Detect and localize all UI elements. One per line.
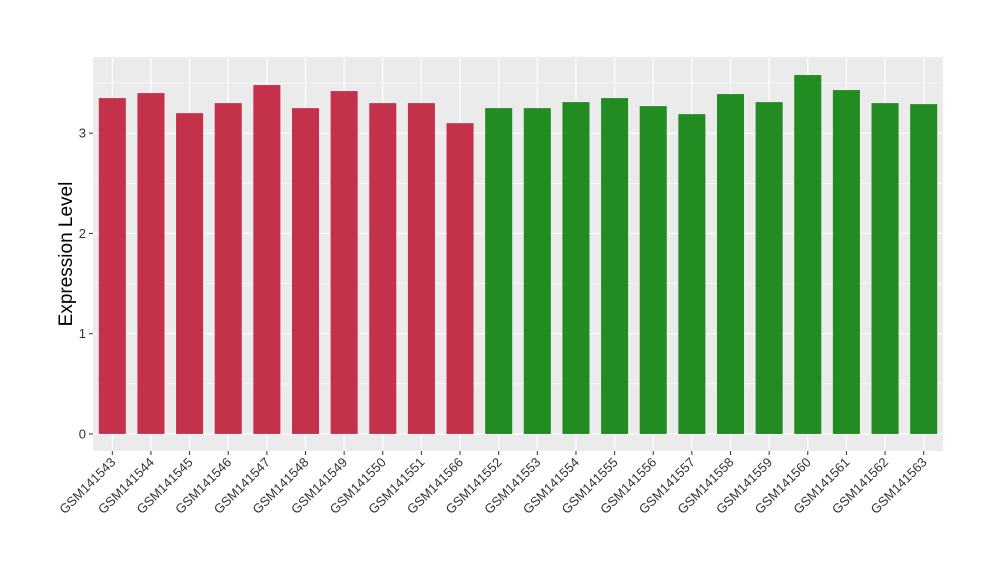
bar [446, 123, 474, 434]
bar [176, 113, 204, 434]
bar [485, 108, 513, 434]
bar [291, 108, 320, 434]
bar [407, 103, 435, 434]
bar [755, 102, 783, 434]
bar [369, 103, 397, 434]
y-axis: 0 1 2 3 [79, 126, 93, 441]
bar [562, 102, 590, 434]
bar [832, 90, 860, 434]
bar [601, 98, 629, 434]
bar [214, 103, 242, 434]
bar [794, 75, 822, 434]
bar [98, 98, 126, 434]
y-axis-title: Expression Level [56, 182, 77, 327]
bar [678, 114, 706, 434]
bar [639, 106, 667, 434]
bar [253, 85, 281, 434]
bar [137, 93, 165, 434]
bar [523, 108, 551, 434]
bar [330, 91, 358, 434]
bars [98, 75, 938, 434]
bar [716, 94, 745, 434]
y-tick-label: 2 [79, 226, 86, 241]
y-tick-label: 1 [79, 326, 86, 341]
bar [871, 103, 899, 434]
y-tick-label: 3 [79, 126, 86, 141]
y-tick-label: 0 [79, 426, 86, 441]
bar [910, 104, 938, 434]
